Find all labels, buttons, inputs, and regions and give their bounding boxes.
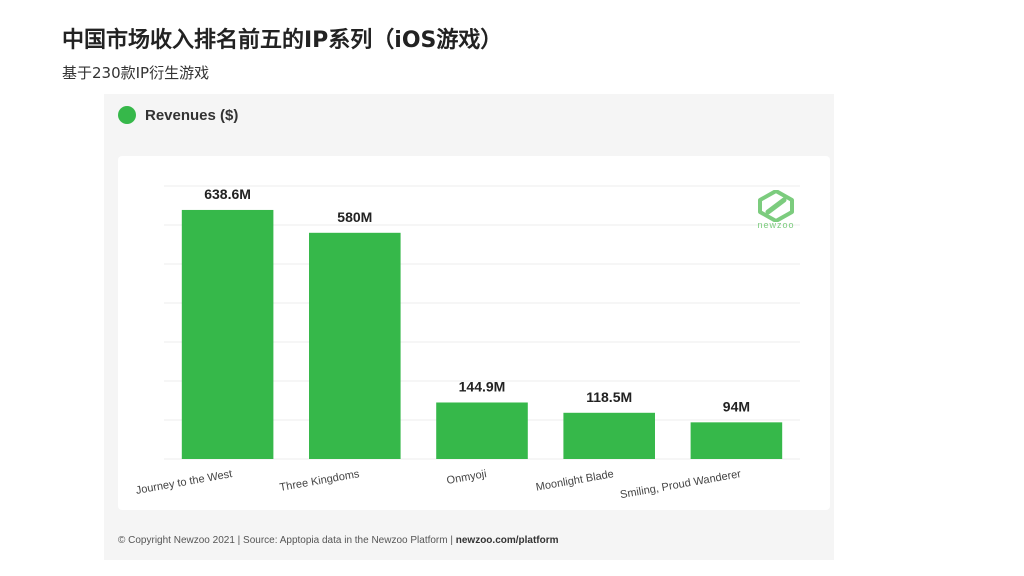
footer-text: © Copyright Newzoo 2021 | Source: Apptop… [118, 535, 456, 546]
page-title: 中国市场收入排名前五的IP系列（iOS游戏） [62, 28, 503, 53]
page-subtitle: 基于230款IP衍生游戏 [62, 64, 210, 82]
bar [436, 402, 528, 459]
newzoo-logo-icon [758, 189, 794, 223]
legend-swatch [118, 106, 136, 124]
footer: © Copyright Newzoo 2021 | Source: Apptop… [118, 535, 559, 546]
data-label: 638.6M [204, 186, 251, 202]
data-label: 580M [337, 209, 372, 225]
tick-label: Moonlight Blade [535, 468, 615, 494]
tick-label: Three Kingdoms [279, 468, 361, 494]
bar [181, 209, 274, 459]
newzoo-logo: newzoo [754, 189, 798, 236]
legend-label: Revenues ($) [145, 106, 239, 124]
bar [690, 422, 783, 459]
figure-panel: Revenues ($) 638.6M Journey to the West 58… [104, 94, 834, 560]
logo-text: newzoo [757, 220, 795, 230]
tick-label: Journey to the West [135, 468, 233, 497]
tick-label: Onmyoji [446, 468, 488, 487]
data-label: 144.9M [459, 378, 506, 394]
footer-link[interactable]: newzoo.com/platform [455, 535, 559, 546]
tick-label: Smiling, Proud Wanderer [619, 468, 742, 501]
bar-chart: 638.6M Journey to the West 580M Three Kingd… [135, 185, 800, 501]
data-label: 118.5M [586, 389, 632, 405]
bar [309, 232, 401, 459]
bar [563, 412, 655, 459]
data-label: 94M [723, 398, 750, 414]
legend: Revenues ($) [118, 106, 238, 124]
plot-card: 638.6M Journey to the West 580M Three Kingd… [118, 156, 830, 510]
